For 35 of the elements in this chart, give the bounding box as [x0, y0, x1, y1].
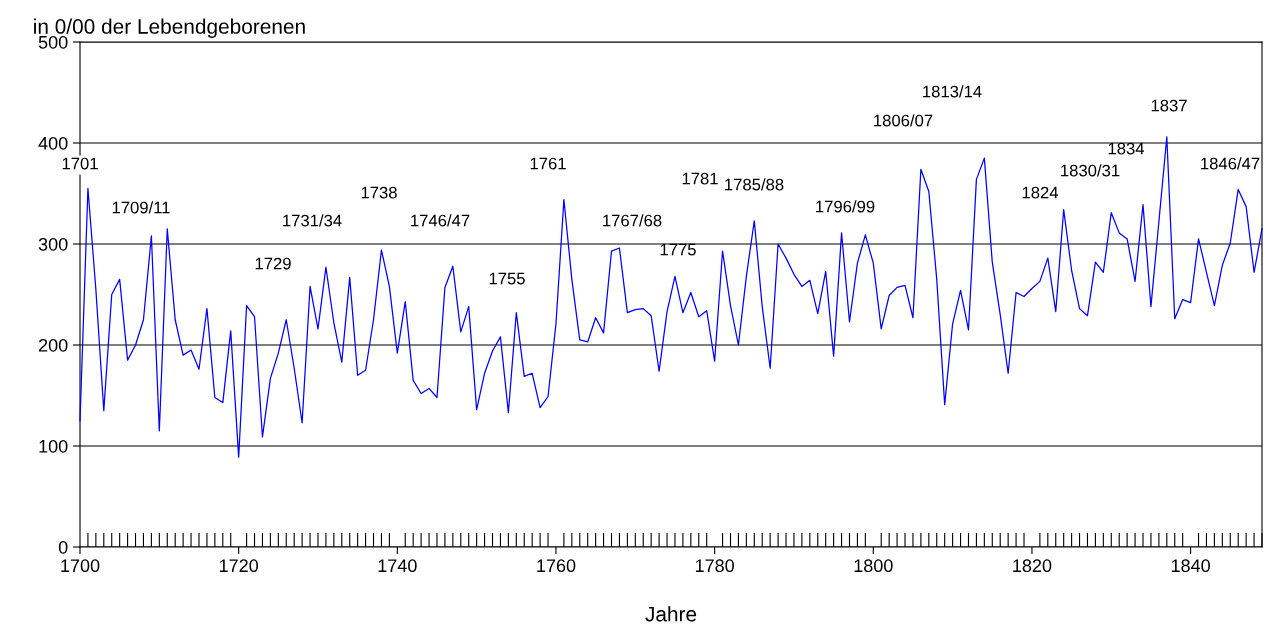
annotation: 1701: [62, 157, 98, 170]
annotation: 1834: [1108, 142, 1145, 155]
y-tick-label: 200: [38, 338, 68, 352]
annotation: 1746/47: [411, 214, 470, 227]
y-tick-label: 100: [39, 439, 68, 453]
x-tick-label: 1780: [695, 559, 735, 573]
x-tick-label: 1820: [1013, 559, 1052, 573]
x-tick-label: 1840: [1171, 559, 1210, 573]
annotation: 1846/47: [1201, 157, 1260, 170]
annotation: 1837: [1151, 99, 1187, 112]
x-tick-label: 1760: [537, 559, 576, 573]
x-tick-label: 1700: [61, 559, 100, 573]
x-tick-label: 1740: [378, 559, 417, 573]
annotation: 1781: [682, 172, 718, 185]
annotation: 1830/31: [1061, 164, 1120, 177]
annotation: 1806/07: [874, 114, 933, 127]
annotation: 1761: [530, 157, 566, 170]
annotation: 1813/14: [923, 85, 982, 98]
annotation: 1729: [255, 257, 291, 270]
annotation: 1755: [489, 272, 525, 285]
y-tick-label: 0: [58, 540, 68, 554]
annotation: 1738: [361, 186, 397, 199]
annotation: 1767/68: [603, 214, 662, 227]
annotation: 1796/99: [816, 200, 875, 213]
annotation: 1824: [1022, 186, 1059, 199]
x-tick-label: 1720: [219, 559, 259, 573]
annotation: 1785/88: [725, 178, 784, 191]
x-tick-label: 1800: [854, 559, 893, 573]
annotation: 1709/11: [112, 201, 170, 214]
x-axis-title: Jahre: [645, 606, 697, 622]
annotation: 1775: [660, 243, 696, 256]
annotation: 1731/34: [283, 214, 342, 227]
y-tick-label: 300: [38, 237, 68, 251]
y-tick-label: 500: [38, 35, 68, 49]
y-tick-label: 400: [38, 136, 68, 150]
